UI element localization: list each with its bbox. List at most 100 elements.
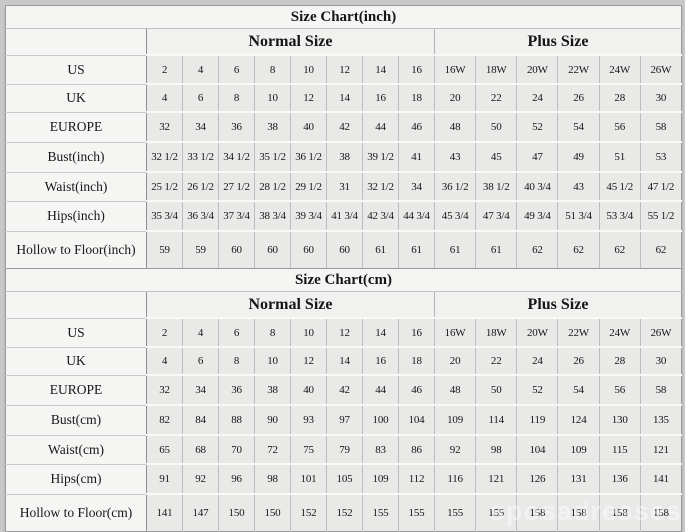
size-value-cell: 24W	[598, 317, 641, 347]
size-value-cell: 47 3/4	[475, 200, 517, 231]
size-value-cell: 112	[398, 463, 435, 494]
size-value-cell: 88	[218, 404, 255, 435]
size-value-cell: 61	[362, 230, 399, 269]
size-value-cell: 54	[557, 111, 600, 142]
size-value-cell: 141	[639, 463, 682, 494]
size-value-cell: 53 3/4	[598, 200, 641, 231]
size-value-cell: 6	[218, 317, 255, 347]
size-value-cell: 150	[218, 493, 255, 532]
size-chart-inch-body: US 2 4 6 8 10 12 14 16 16W 18W 20W 22W 24W 26W UK 4 6 8 10 1…	[5, 54, 682, 269]
size-value-cell: 83	[362, 434, 399, 464]
size-value-cell: 75	[290, 434, 327, 464]
size-value-cell: 97	[326, 404, 363, 435]
size-value-cell: 16	[362, 83, 399, 112]
size-value-cell: 18W	[475, 317, 517, 347]
size-value-cell: 52	[516, 111, 558, 142]
size-value-cell: 158	[598, 493, 641, 532]
size-value-cell: 105	[326, 463, 363, 494]
size-value-cell: 12	[290, 346, 327, 375]
size-value-cell: 86	[398, 434, 435, 464]
size-value-cell: 8	[218, 83, 255, 112]
size-value-cell: 10	[254, 346, 291, 375]
size-value-cell: 43	[557, 171, 600, 201]
size-value-cell: 36	[218, 111, 255, 142]
size-value-cell: 62	[557, 230, 600, 269]
size-value-cell: 39 1/2	[362, 141, 399, 172]
size-value-cell: 38	[254, 111, 291, 142]
row-label: Hollow to Floor(cm)	[5, 493, 147, 532]
size-value-cell: 32 1/2	[146, 141, 183, 172]
size-value-cell: 22	[475, 346, 517, 375]
size-value-cell: 28 1/2	[254, 171, 291, 201]
size-value-cell: 44	[362, 111, 399, 142]
size-value-cell: 20	[433, 83, 476, 112]
table-row: Waist(cm) 65 68 70 72 75 79 83 86 92 98 104 109 115 12…	[5, 434, 682, 464]
size-value-cell: 62	[639, 230, 682, 269]
size-value-cell: 38	[326, 141, 363, 172]
size-value-cell: 136	[598, 463, 641, 494]
size-value-cell: 121	[475, 463, 517, 494]
chart-title: Size Chart(cm)	[5, 268, 682, 292]
size-value-cell: 45	[475, 141, 517, 172]
size-value-cell: 12	[290, 83, 327, 112]
size-value-cell: 49 3/4	[516, 200, 558, 231]
size-value-cell: 16W	[433, 317, 476, 347]
size-value-cell: 2	[146, 54, 183, 84]
row-label: Waist(cm)	[5, 434, 147, 464]
size-value-cell: 4	[146, 346, 183, 375]
size-value-cell: 44 3/4	[398, 200, 435, 231]
size-value-cell: 42	[326, 374, 363, 405]
size-value-cell: 60	[326, 230, 363, 269]
size-value-cell: 18	[398, 83, 435, 112]
size-value-cell: 121	[639, 434, 682, 464]
table-row: Bust(cm) 82 84 88 90 93 97 100 104 109 114 119 124 13…	[5, 404, 682, 435]
size-value-cell: 8	[218, 346, 255, 375]
table-row: EUROPE 32 34 36 38 40 42 44 46 48 50 52 54 56 58	[5, 111, 682, 142]
chart-title-row: Size Chart(cm)	[5, 268, 682, 292]
size-chart-inch-table: Size Chart(inch) Normal Size Plus Size U…	[5, 5, 682, 269]
size-value-cell: 28	[598, 83, 641, 112]
size-value-cell: 36 1/2	[433, 171, 476, 201]
corner-cell	[5, 28, 147, 55]
size-value-cell: 18W	[475, 54, 517, 84]
table-row: US 2 4 6 8 10 12 14 16 16W 18W 20W 22W 24W 26W	[5, 317, 682, 347]
size-value-cell: 70	[218, 434, 255, 464]
row-label: UK	[5, 346, 147, 375]
size-value-cell: 92	[433, 434, 476, 464]
size-value-cell: 34 1/2	[218, 141, 255, 172]
size-value-cell: 92	[182, 463, 219, 494]
size-chart-cm-table: Size Chart(cm) Normal Size Plus Size US 2…	[5, 268, 682, 532]
size-value-cell: 96	[218, 463, 255, 494]
size-value-cell: 59	[146, 230, 183, 269]
size-value-cell: 62	[598, 230, 641, 269]
size-value-cell: 20	[433, 346, 476, 375]
table-row: US 2 4 6 8 10 12 14 16 16W 18W 20W 22W 24W 26W	[5, 54, 682, 84]
row-label: US	[5, 317, 147, 347]
size-value-cell: 12	[326, 54, 363, 84]
size-value-cell: 54	[557, 374, 600, 405]
plus-size-header: Plus Size	[434, 291, 682, 319]
size-value-cell: 38	[254, 374, 291, 405]
size-value-cell: 28	[598, 346, 641, 375]
size-value-cell: 152	[290, 493, 327, 532]
size-value-cell: 33 1/2	[182, 141, 219, 172]
size-value-cell: 60	[254, 230, 291, 269]
size-value-cell: 16	[398, 317, 435, 347]
corner-cell	[5, 291, 147, 318]
size-value-cell: 27 1/2	[218, 171, 255, 201]
size-value-cell: 61	[475, 230, 517, 269]
size-value-cell: 32	[146, 111, 183, 142]
size-value-cell: 65	[146, 434, 183, 464]
size-value-cell: 58	[639, 111, 682, 142]
size-value-cell: 158	[557, 493, 600, 532]
size-value-cell: 56	[598, 111, 641, 142]
size-value-cell: 14	[362, 54, 399, 84]
size-value-cell: 37 3/4	[218, 200, 255, 231]
size-value-cell: 41 3/4	[326, 200, 363, 231]
chart-title: Size Chart(inch)	[5, 5, 682, 29]
size-value-cell: 16	[398, 54, 435, 84]
size-value-cell: 61	[398, 230, 435, 269]
size-value-cell: 35 3/4	[146, 200, 183, 231]
size-value-cell: 8	[254, 54, 291, 84]
size-value-cell: 155	[362, 493, 399, 532]
